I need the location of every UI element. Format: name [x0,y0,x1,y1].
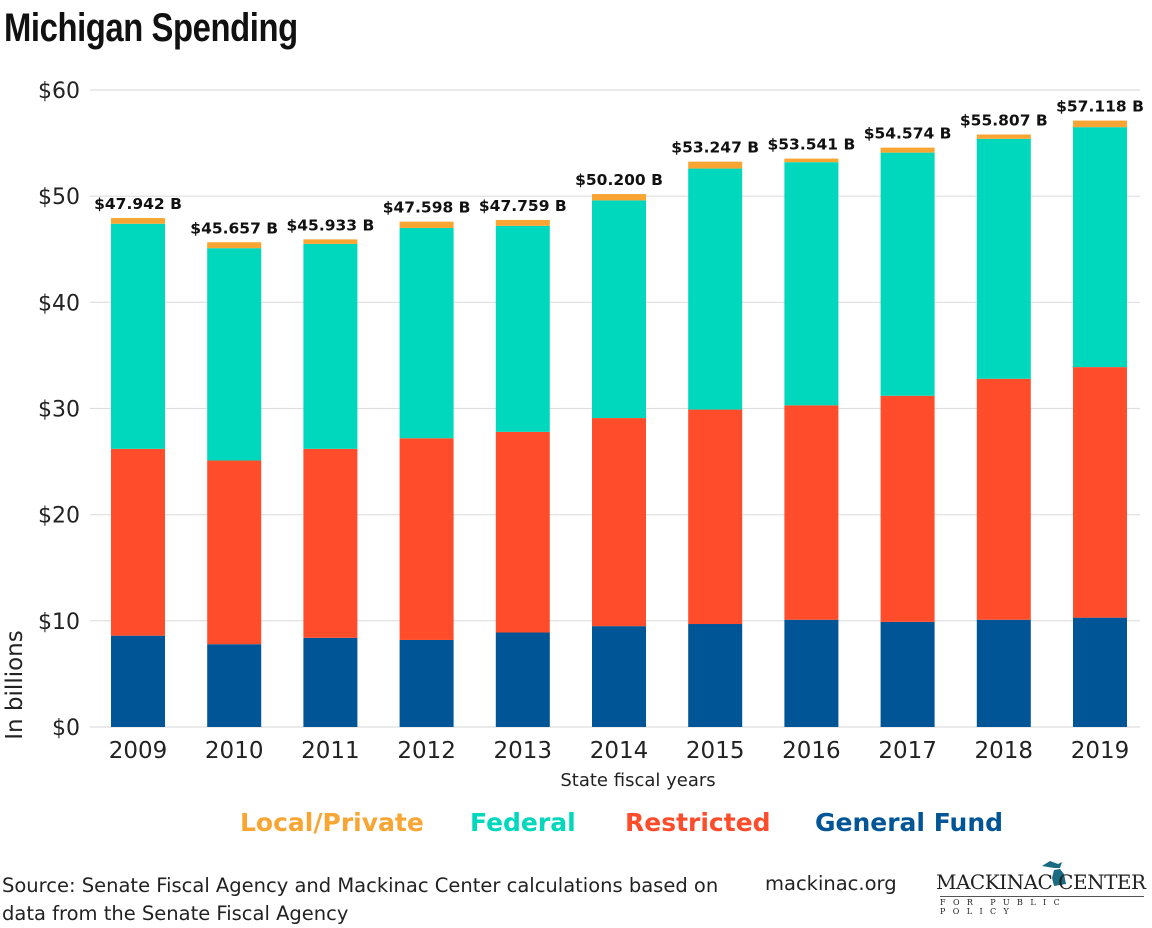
bar-restricted-2010 [207,460,262,645]
x-tick-label: 2018 [975,738,1034,764]
bar-federal-2011 [303,243,358,449]
bar-general-fund-2010 [207,644,262,727]
total-data-label: $53.247 B [671,139,759,157]
bar-restricted-2014 [592,418,646,627]
legend-general-fund: General Fund [815,808,1004,837]
y-tick-label: $40 [38,291,80,316]
bar-local-private-2019 [1073,120,1127,128]
x-tick-label: 2017 [878,738,937,764]
bar-restricted-2017 [880,395,935,622]
x-tick-label: 2009 [109,738,168,764]
x-tick-label: 2015 [686,738,745,764]
bar-restricted-2011 [303,448,358,638]
bar-federal-2014 [592,200,646,419]
bar-general-fund-2019 [1073,617,1127,727]
bar-federal-2012 [399,228,454,439]
y-tick-label: $60 [38,79,80,104]
x-tick-label: 2016 [782,738,841,764]
bar-local-private-2017 [880,147,935,153]
x-tick-label: 2012 [397,738,456,764]
total-data-label: $47.598 B [383,199,471,217]
bar-local-private-2010 [207,242,262,249]
bar-restricted-2018 [976,378,1031,620]
bar-restricted-2015 [688,409,743,625]
x-tick-label: 2019 [1071,738,1130,764]
website-link[interactable]: mackinac.org [765,872,897,895]
bar-federal-2017 [880,152,935,396]
bar-general-fund-2011 [303,637,358,727]
total-data-label: $53.541 B [767,136,855,154]
bar-general-fund-2009 [111,635,165,727]
bar-general-fund-2018 [976,619,1031,727]
x-tick-label: 2011 [301,738,360,764]
y-tick-label: $0 [52,716,80,741]
bar-local-private-2015 [688,161,743,169]
bar-federal-2013 [495,225,550,432]
michigan-icon [1042,861,1066,886]
bar-local-private-2016 [784,158,839,163]
bar-general-fund-2012 [399,639,454,727]
source-note: Source: Senate Fiscal Agency and Mackina… [2,874,719,925]
y-axis-title: In billions [2,630,28,739]
y-tick-label: $10 [38,610,80,635]
bar-general-fund-2013 [495,632,550,727]
bar-local-private-2011 [303,239,358,244]
total-data-label: $47.942 B [94,195,182,213]
logo-subtext: FOR PUBLIC POLICY [940,896,1144,916]
y-tick-label: $50 [38,185,80,210]
bar-federal-2015 [688,168,743,410]
bar-general-fund-2016 [784,619,839,727]
bar-federal-2010 [207,248,262,461]
total-data-label: $47.759 B [479,197,567,215]
total-data-label: $45.657 B [190,219,278,237]
x-tick-label: 2010 [205,738,264,764]
total-data-label: $57.118 B [1056,98,1144,116]
y-tick-label: $20 [38,504,80,529]
mackinac-center-logo: MACKINAC CENTER FOR PUBLIC POLICY [936,858,1148,916]
x-axis-title: State fiscal years [560,770,715,791]
logo-text: MACKINAC CENTER [936,870,1146,894]
chart-title: Michigan Spending [4,6,298,50]
total-data-label: $50.200 B [575,171,663,189]
bar-federal-2009 [111,223,165,449]
bar-local-private-2014 [592,194,646,201]
bar-federal-2019 [1073,127,1127,368]
bar-general-fund-2014 [592,626,646,727]
total-data-label: $45.933 B [286,216,374,234]
bar-federal-2016 [784,162,839,406]
bar-restricted-2019 [1073,367,1127,618]
bar-local-private-2013 [495,219,550,226]
bar-local-private-2012 [399,221,454,229]
bar-restricted-2013 [495,431,550,633]
bar-local-private-2009 [111,218,165,224]
bar-federal-2018 [976,138,1031,379]
x-tick-label: 2013 [494,738,553,764]
bar-local-private-2018 [976,134,1031,139]
legend-federal: Federal [470,808,576,837]
legend-restricted: Restricted [625,808,771,837]
total-data-label: $55.807 B [960,112,1048,130]
bar-restricted-2009 [111,448,165,636]
y-tick-label: $30 [38,398,80,423]
bar-restricted-2016 [784,405,839,620]
x-tick-label: 2014 [590,738,649,764]
bar-general-fund-2017 [880,621,935,727]
bar-general-fund-2015 [688,624,743,727]
total-data-label: $54.574 B [864,125,952,143]
legend-local-private: Local/Private [240,808,424,837]
bar-restricted-2012 [399,438,454,640]
